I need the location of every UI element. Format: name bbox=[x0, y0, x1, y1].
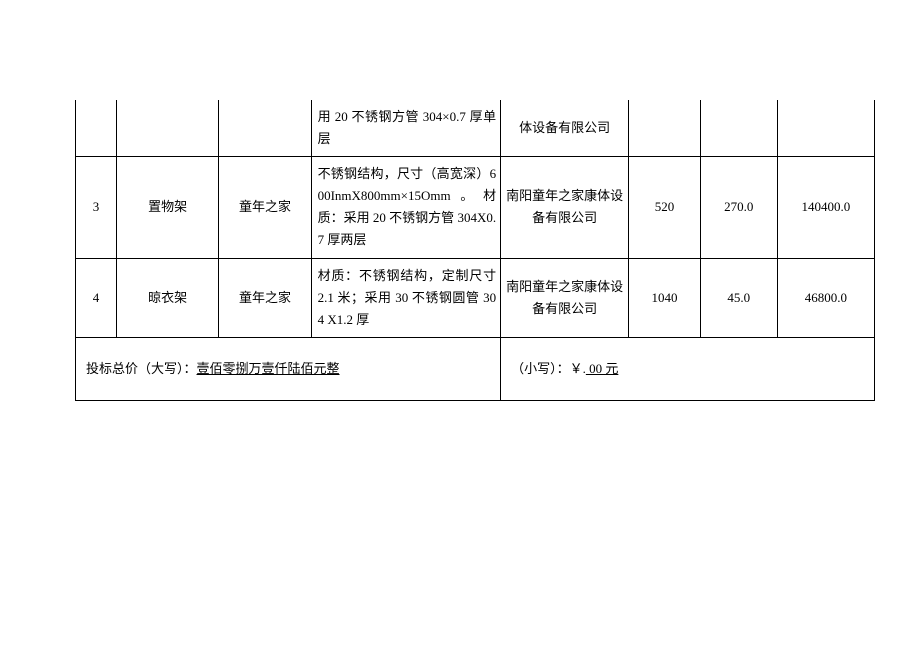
bid-table: 用 20 不锈钢方管 304×0.7 厚单层 体设备有限公司 3 置物架 童年之… bbox=[75, 100, 875, 401]
cell-spec: 材质：不锈钢结构，定制尺寸 2.1 米；采用 30 不锈钢圆管 304 X1.2… bbox=[311, 258, 501, 337]
cell-idx: 3 bbox=[76, 157, 117, 258]
cell-brand: 童年之家 bbox=[219, 258, 311, 337]
table-footer-row: 投标总价（大写）：壹佰零捌万壹仟陆佰元整 （小写）：￥. 00 元 bbox=[76, 337, 875, 400]
cell-spec: 不锈钢结构，尺寸（高宽深）600InmX800mm×15Omm。材质：采用 20… bbox=[311, 157, 501, 258]
cell-idx bbox=[76, 100, 117, 157]
cell-name bbox=[116, 100, 218, 157]
cell-name: 置物架 bbox=[116, 157, 218, 258]
cell-price bbox=[700, 100, 777, 157]
cell-total bbox=[777, 100, 874, 157]
table-row: 3 置物架 童年之家 不锈钢结构，尺寸（高宽深）600InmX800mm×15O… bbox=[76, 157, 875, 258]
cell-spec: 用 20 不锈钢方管 304×0.7 厚单层 bbox=[311, 100, 501, 157]
cell-price: 270.0 bbox=[700, 157, 777, 258]
total-value-cn: 壹佰零捌万壹仟陆佰元整 bbox=[197, 361, 340, 376]
cell-qty: 520 bbox=[629, 157, 701, 258]
total-label-num: （小写）：￥. bbox=[511, 361, 586, 376]
cell-qty bbox=[629, 100, 701, 157]
cell-total: 140400.0 bbox=[777, 157, 874, 258]
cell-mfr: 体设备有限公司 bbox=[501, 100, 629, 157]
cell-mfr: 南阳童年之家康体设备有限公司 bbox=[501, 258, 629, 337]
table-row: 用 20 不锈钢方管 304×0.7 厚单层 体设备有限公司 bbox=[76, 100, 875, 157]
cell-total: 46800.0 bbox=[777, 258, 874, 337]
table-row: 4 晾衣架 童年之家 材质：不锈钢结构，定制尺寸 2.1 米；采用 30 不锈钢… bbox=[76, 258, 875, 337]
cell-mfr: 南阳童年之家康体设备有限公司 bbox=[501, 157, 629, 258]
cell-brand bbox=[219, 100, 311, 157]
cell-brand: 童年之家 bbox=[219, 157, 311, 258]
cell-price: 45.0 bbox=[700, 258, 777, 337]
document-page: 用 20 不锈钢方管 304×0.7 厚单层 体设备有限公司 3 置物架 童年之… bbox=[0, 0, 920, 401]
footer-left-cell: 投标总价（大写）：壹佰零捌万壹仟陆佰元整 bbox=[76, 337, 501, 400]
cell-qty: 1040 bbox=[629, 258, 701, 337]
footer-right-cell: （小写）：￥. 00 元 bbox=[501, 337, 875, 400]
total-value-num: 00 元 bbox=[586, 361, 619, 376]
cell-idx: 4 bbox=[76, 258, 117, 337]
total-label-cn: 投标总价（大写）： bbox=[86, 361, 197, 376]
cell-name: 晾衣架 bbox=[116, 258, 218, 337]
